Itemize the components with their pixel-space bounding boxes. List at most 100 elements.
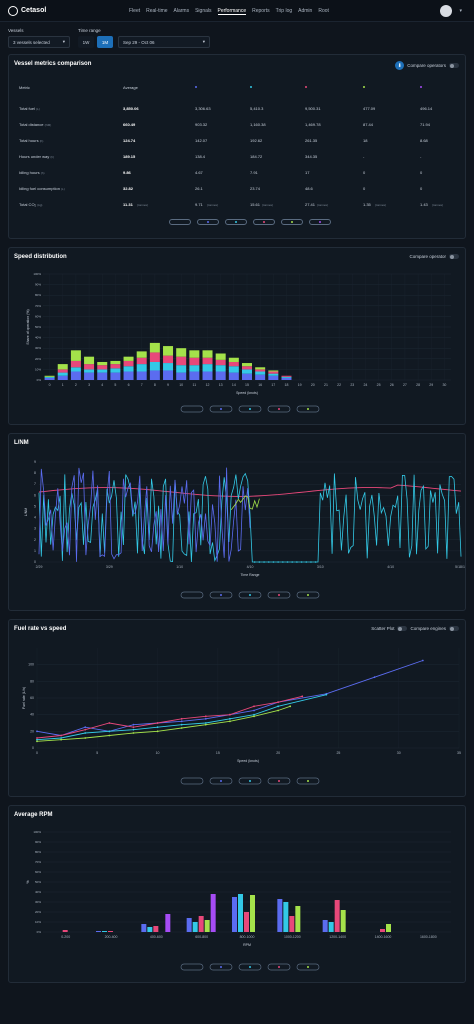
- bar: [165, 914, 171, 932]
- metric-unit: (h): [40, 171, 45, 175]
- bar: [163, 363, 174, 371]
- bar: [210, 894, 216, 932]
- data-point: [272, 561, 275, 563]
- legend-pill[interactable]: [209, 405, 233, 413]
- compare-operator-toggle[interactable]: [449, 254, 459, 259]
- x-tick-label: 35: [457, 751, 461, 755]
- bar: [70, 371, 81, 380]
- legend-pill[interactable]: [296, 777, 320, 785]
- legend-pill[interactable]: [267, 591, 291, 599]
- nav-item-reports[interactable]: Reports: [252, 8, 270, 14]
- legend-dot-icon: [307, 408, 309, 410]
- bar: [123, 360, 134, 367]
- x-tick-label: 0: [36, 751, 38, 755]
- data-point: [84, 737, 87, 739]
- download-icon[interactable]: ⬇: [395, 61, 405, 70]
- nav-item-alarms[interactable]: Alarms: [173, 8, 190, 14]
- legend-pill[interactable]: [209, 777, 233, 785]
- legend-pill-outline: [209, 963, 233, 971]
- fuel-controls: Scatter Plot Compare engines: [371, 626, 459, 631]
- metric-name: Idling hours (h): [19, 170, 45, 175]
- legend-pill[interactable]: [281, 219, 303, 225]
- legend-pill[interactable]: [253, 219, 275, 225]
- time-range-filter: Time range 1W 1M Sep 29 - Oct 06 ▾: [78, 28, 210, 48]
- metric-value: 3,306.63: [195, 106, 211, 111]
- nav-item-trip-log[interactable]: Trip log: [275, 8, 293, 14]
- legend-pill[interactable]: [296, 405, 320, 413]
- logo[interactable]: Cetasol: [8, 5, 46, 16]
- legend-dot-icon: [249, 780, 251, 782]
- x-tick-label: 8: [154, 383, 156, 387]
- data-point: [301, 695, 304, 698]
- legend-pill[interactable]: [238, 405, 262, 413]
- x-tick-label: 4/10: [247, 565, 254, 569]
- legend-pill[interactable]: [238, 591, 262, 599]
- legend-pill[interactable]: [169, 219, 191, 225]
- y-tick-label: 90%: [35, 283, 41, 287]
- x-axis-label: Speed (knots): [236, 391, 258, 395]
- compare-engines-toggle[interactable]: [449, 626, 459, 631]
- scatter-plot-label: Scatter Plot: [371, 626, 395, 631]
- legend-pill[interactable]: [197, 219, 219, 225]
- nav-item-root[interactable]: Root: [318, 8, 329, 14]
- legend-pill[interactable]: [180, 777, 204, 785]
- x-tick-label: 3/29: [106, 565, 113, 569]
- legend-pill[interactable]: [209, 591, 233, 599]
- data-point: [60, 738, 63, 741]
- metric-name: Total CO₂ (kg): [19, 202, 43, 207]
- compare-operators-toggle[interactable]: [449, 63, 459, 68]
- avatar[interactable]: [440, 5, 452, 17]
- series-line: [38, 472, 462, 563]
- legend-pill[interactable]: [296, 591, 320, 599]
- metric-value: 48.6: [305, 186, 313, 191]
- legend-pill[interactable]: [296, 963, 320, 971]
- legend-pill[interactable]: [267, 777, 291, 785]
- vessels-select[interactable]: 3 vessels selected ▾: [8, 36, 70, 48]
- nav-item-fleet[interactable]: Fleet: [129, 8, 141, 14]
- time-range-label: Time range: [78, 28, 101, 33]
- data-point: [180, 723, 183, 726]
- legend-pill[interactable]: [180, 405, 204, 413]
- legend-pill[interactable]: [267, 405, 291, 413]
- legend-pill-outline: [238, 591, 262, 599]
- nav-item-signals[interactable]: Signals: [195, 8, 212, 14]
- x-tick-label: 22: [337, 383, 341, 387]
- legend-pill[interactable]: [209, 963, 233, 971]
- legend-pill[interactable]: [309, 219, 331, 225]
- x-tick-label: 5/18/10: [455, 565, 465, 569]
- legend-pill[interactable]: [238, 777, 262, 785]
- legend-pill[interactable]: [267, 963, 291, 971]
- scatter-plot-toggle[interactable]: [397, 626, 408, 631]
- bar: [176, 365, 187, 373]
- y-tick-label: 3: [34, 527, 36, 531]
- bar: [97, 372, 108, 380]
- y-axis-label: Share of operation (%): [26, 309, 30, 344]
- metric-value: 903.32: [195, 122, 208, 127]
- bar: [163, 370, 174, 380]
- legend-pill[interactable]: [238, 963, 262, 971]
- metric-value: 138.4: [195, 154, 206, 159]
- nav-item-real-time[interactable]: Real-time: [146, 8, 168, 14]
- logo-icon: [8, 5, 18, 16]
- range-1w-button[interactable]: 1W: [78, 36, 94, 48]
- series-line: [36, 705, 291, 742]
- metric-name: Total hours (h): [19, 138, 44, 143]
- chevron-down-icon[interactable]: ▾: [459, 8, 462, 14]
- y-tick-label: 50%: [35, 880, 41, 884]
- range-1m-button[interactable]: 1M: [97, 36, 113, 48]
- data-point: [300, 561, 303, 563]
- bar: [149, 361, 160, 371]
- legend-pill[interactable]: [180, 963, 204, 971]
- legend-pill[interactable]: [225, 219, 247, 225]
- nav-item-admin[interactable]: Admin: [298, 8, 313, 14]
- range-toggle: 1W 1M: [78, 36, 113, 48]
- legend-pill-outline: [267, 963, 291, 971]
- y-tick-label: 10%: [35, 367, 41, 371]
- date-range-select[interactable]: Sep 29 - Oct 06 ▾: [118, 36, 210, 48]
- legend-pill[interactable]: [180, 591, 204, 599]
- data-point: [36, 730, 38, 733]
- metric-value: 1,160.38: [250, 122, 266, 127]
- bar: [241, 369, 253, 374]
- nav-item-performance[interactable]: Performance: [217, 8, 247, 15]
- lnm-title: L/NM: [14, 440, 29, 446]
